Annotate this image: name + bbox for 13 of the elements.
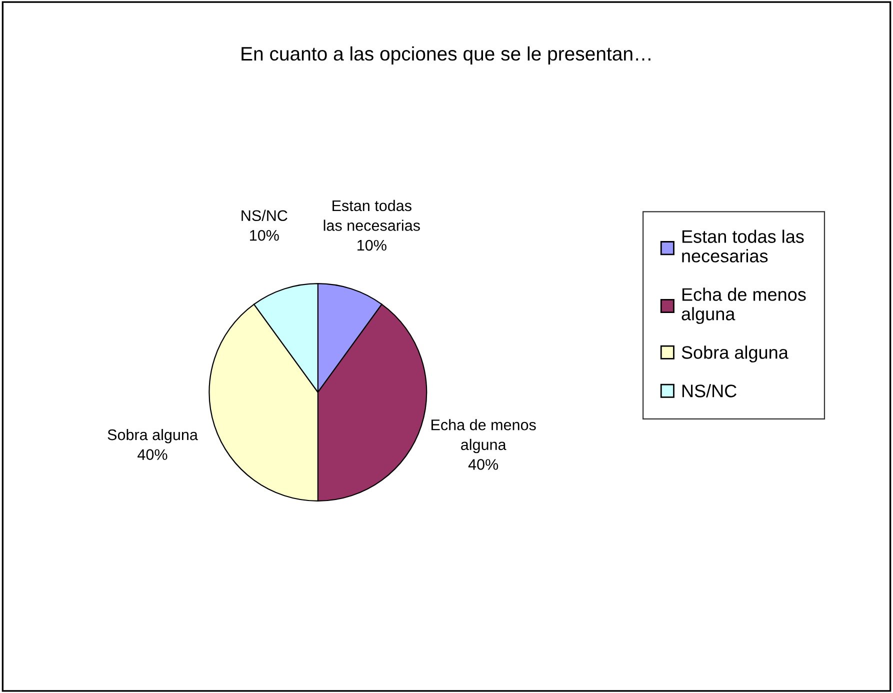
data-label: 10% <box>358 240 386 251</box>
slice-label: NS/NC <box>242 210 288 222</box>
slice-label: Echa de menos alguna <box>432 419 536 454</box>
legend-label: Sobra alguna <box>682 346 788 362</box>
chart-title: En cuanto a las opciones que se le presentan… <box>242 46 650 65</box>
legend-label: Echa de menos alguna <box>682 288 806 324</box>
legend-label: Estan todas las necesarias <box>682 230 804 262</box>
slice-label: Estan todas las necesarias <box>324 200 420 231</box>
slice-label: Sobra alguna <box>108 428 198 444</box>
data-label: 40% <box>138 449 168 460</box>
data-label: 10% <box>250 230 279 241</box>
data-label: 40% <box>468 459 498 470</box>
legend-label: NS/NC <box>682 384 736 398</box>
